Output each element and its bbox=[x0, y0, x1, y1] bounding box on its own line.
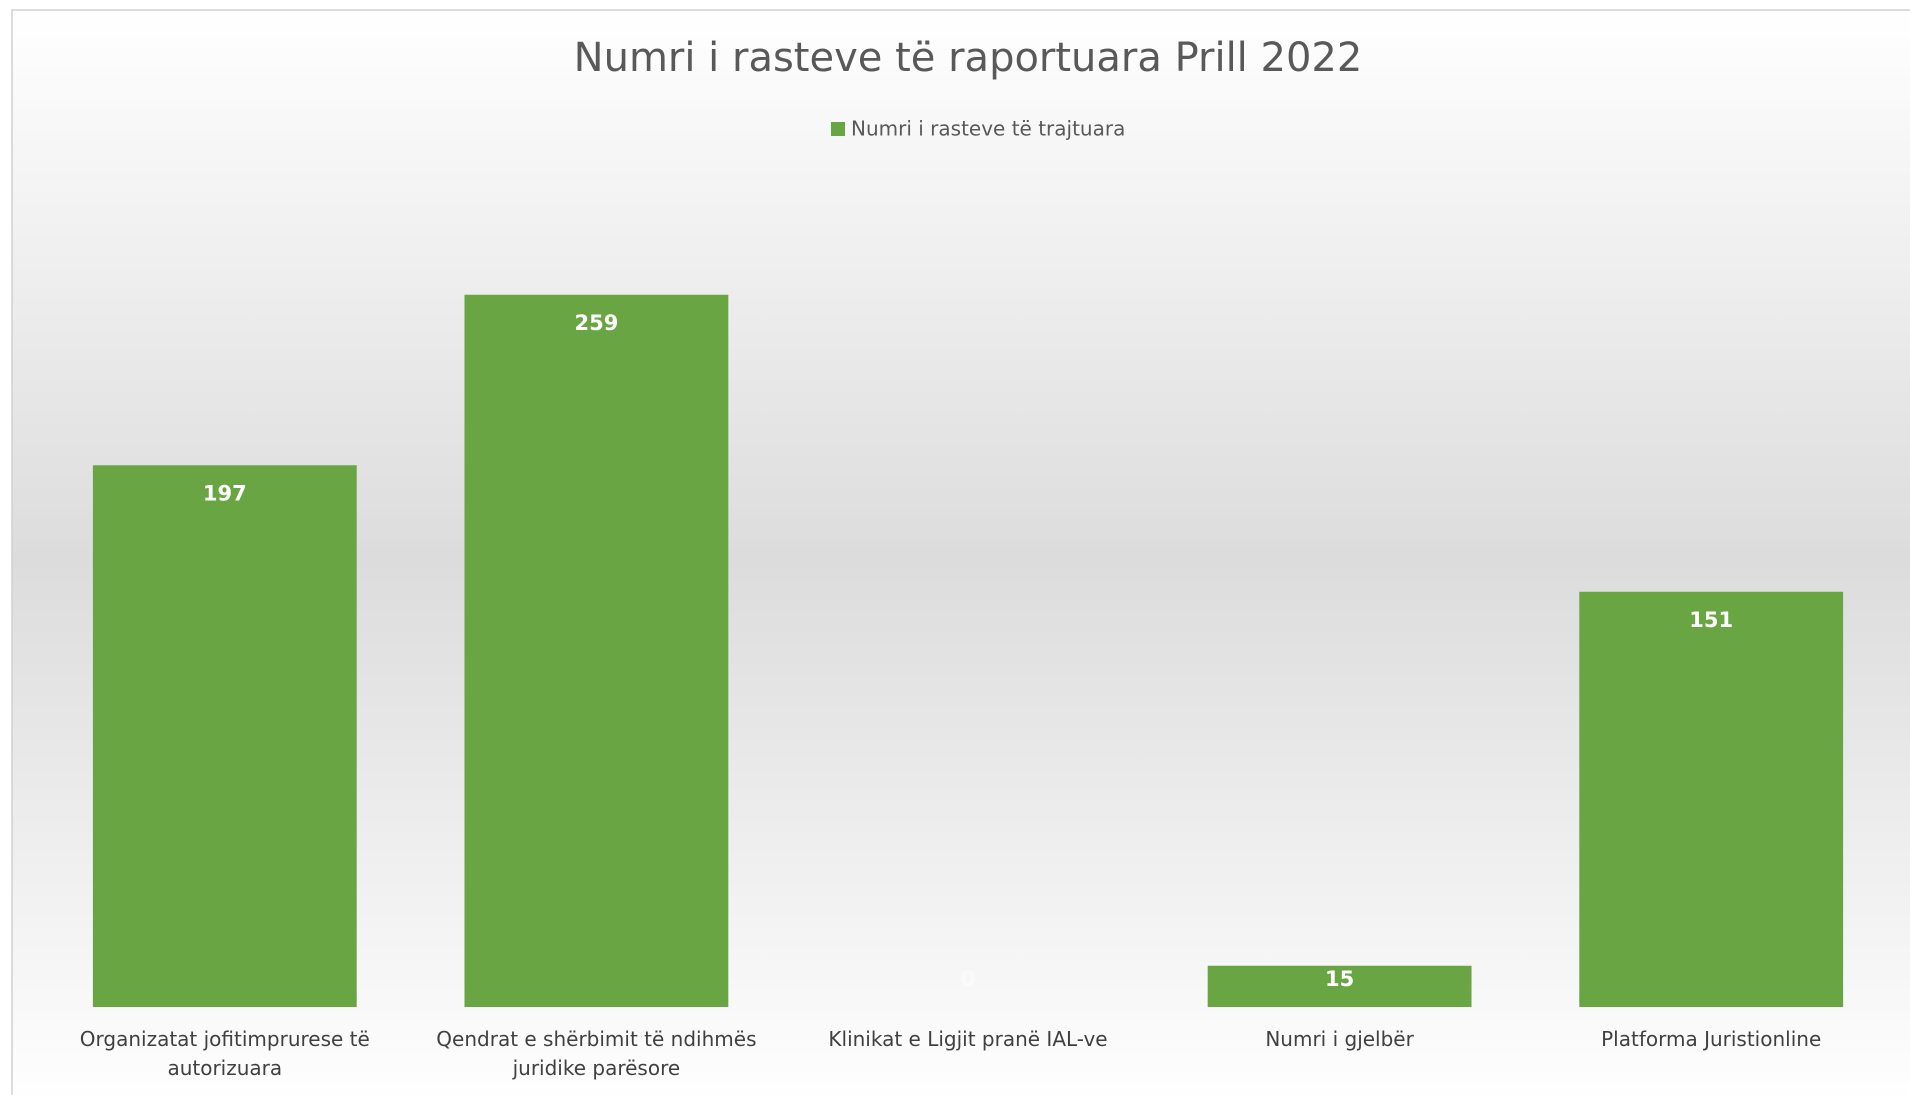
bar bbox=[1579, 591, 1844, 1007]
legend-swatch bbox=[831, 122, 845, 136]
data-label: 197 bbox=[203, 481, 247, 505]
x-tick-label: Numri i gjelbër bbox=[1265, 1027, 1414, 1051]
data-label: 15 bbox=[1325, 967, 1354, 991]
data-label: 259 bbox=[574, 311, 618, 335]
x-tick-label: Qendrat e shërbimit të ndihmës juridike … bbox=[436, 1027, 757, 1080]
x-tick-label: Klinikat e Ligjit pranë IAL-ve bbox=[828, 1027, 1108, 1051]
bar bbox=[464, 294, 729, 1007]
bar bbox=[92, 465, 357, 1007]
bar bbox=[1207, 965, 1472, 1007]
legend-label: Numri i rasteve të trajtuara bbox=[851, 117, 1125, 141]
data-label: 151 bbox=[1689, 608, 1733, 632]
x-tick-label: Organizatat jofitimprurese të autorizuar… bbox=[79, 1027, 370, 1080]
x-tick-label: Platforma Juristionline bbox=[1601, 1027, 1822, 1051]
data-label: 0 bbox=[961, 967, 976, 991]
chart-title: Numri i rasteve të raportuara Prill 2022 bbox=[574, 35, 1363, 81]
